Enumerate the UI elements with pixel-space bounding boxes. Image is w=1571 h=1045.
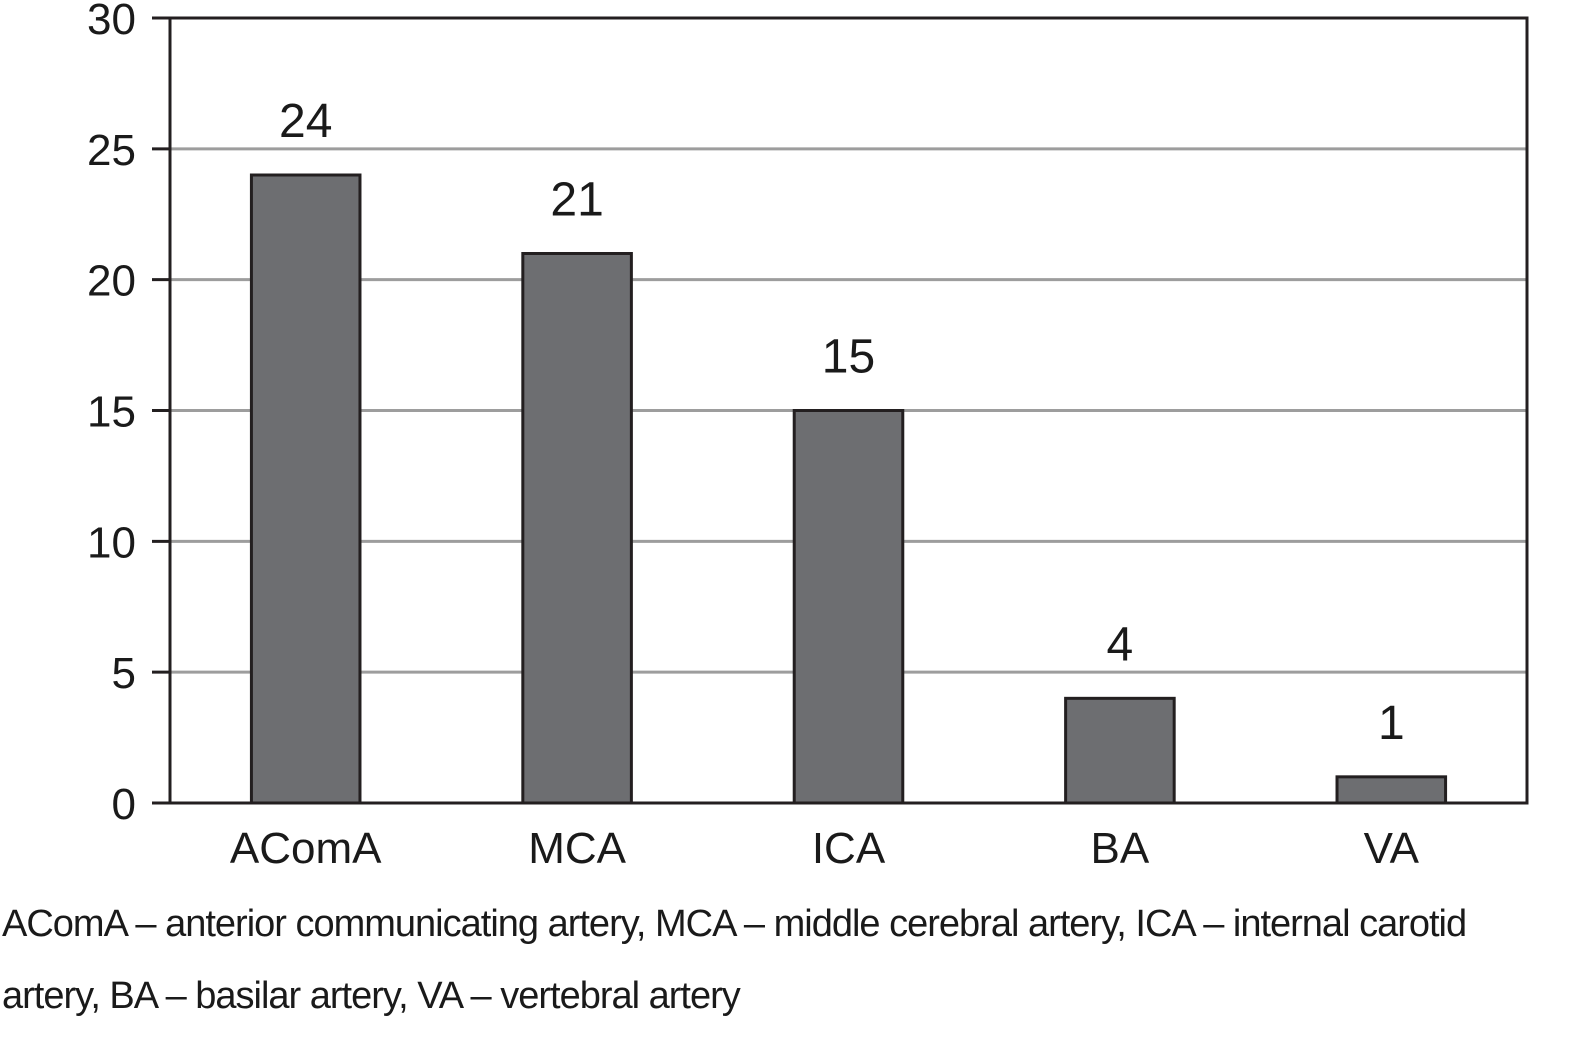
data-label-MCA: 21 (550, 174, 603, 227)
x-category-label-AComA: AComA (230, 824, 382, 873)
data-label-BA: 4 (1107, 618, 1134, 671)
figure-caption: AComA – anterior communicating artery, M… (2, 888, 1570, 1032)
caption-line-2: artery, BA – basilar artery, VA – verteb… (2, 975, 741, 1017)
y-tick-label-0: 0 (112, 780, 136, 829)
plot-frame (168, 16, 1529, 805)
data-label-ICA: 15 (822, 331, 875, 384)
x-category-label-ICA: ICA (812, 824, 886, 873)
y-tick-label-25: 25 (87, 126, 136, 175)
bar-MCA (521, 252, 633, 805)
bar-ICA (792, 409, 905, 805)
bar-chart: 0 5 10 15 20 25 30 24 AComA 21 MCA 15 ICA 4 BA 1 VA (87, 0, 1529, 873)
y-tick-label-15: 15 (87, 388, 136, 437)
y-tick-label-20: 20 (87, 257, 136, 306)
data-label-VA: 1 (1378, 697, 1405, 750)
bar-AComA (249, 173, 362, 805)
y-tick-label-30: 30 (87, 0, 136, 44)
caption-line-1: AComA – anterior communicating artery, M… (2, 903, 1467, 945)
data-label-AComA: 24 (279, 95, 332, 148)
bar-BA (1064, 696, 1176, 805)
y-tick-label-5: 5 (112, 649, 136, 698)
bar-VA (1335, 775, 1448, 805)
x-category-label-BA: BA (1091, 824, 1150, 873)
x-category-label-VA: VA (1364, 824, 1420, 873)
y-tick-label-10: 10 (87, 518, 136, 567)
axes (152, 16, 1529, 805)
x-category-label-MCA: MCA (528, 824, 626, 873)
labels: 0 5 10 15 20 25 30 24 AComA 21 MCA 15 ICA 4 BA 1 VA (87, 0, 1420, 873)
bars (249, 173, 1448, 805)
